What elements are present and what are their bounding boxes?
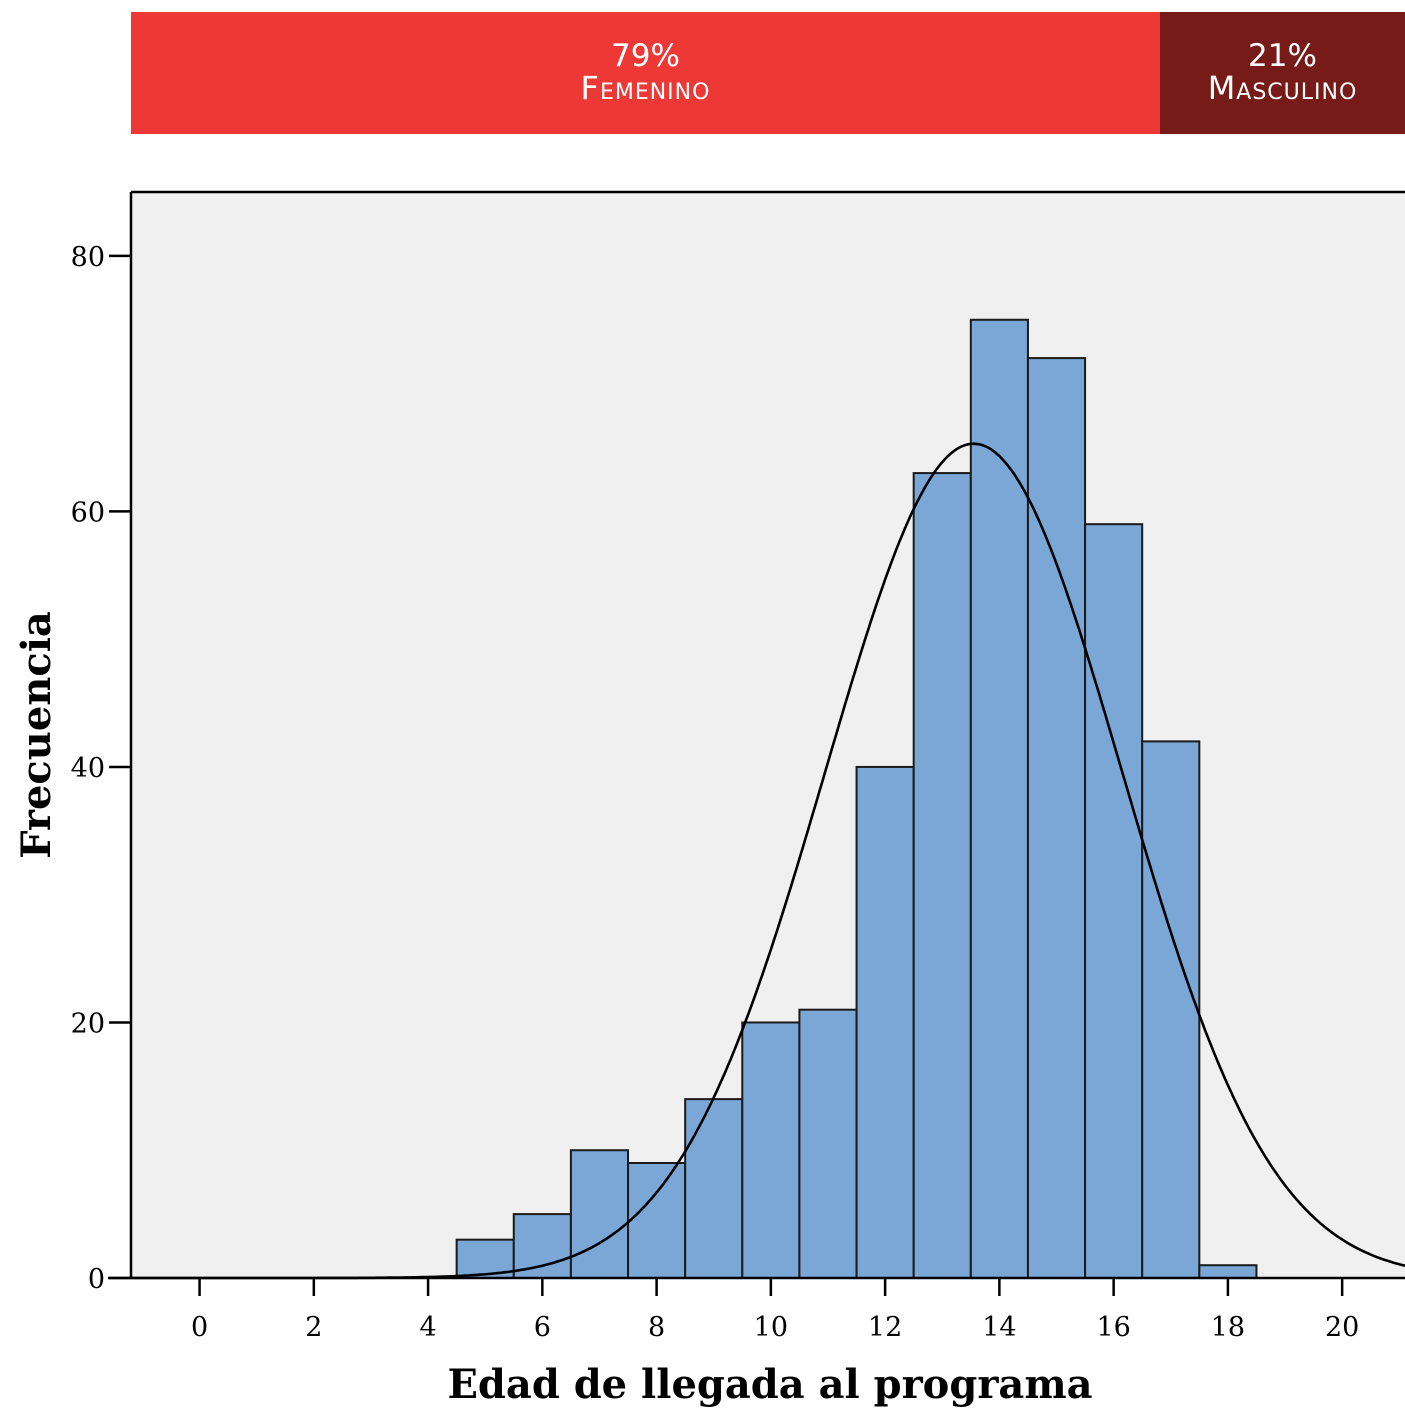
- x-tick-label: 18: [1211, 1312, 1245, 1343]
- histogram-bar: [1026, 357, 1087, 1279]
- x-axis-ticks: 0 2 4 6 8 10 12 14 16 18 20: [191, 1278, 1359, 1343]
- male-percent: 21%: [1248, 37, 1317, 74]
- histogram-bar: [627, 1162, 687, 1279]
- x-tick-label: 4: [419, 1312, 436, 1343]
- histogram-bar: [741, 1021, 801, 1279]
- gender-distribution-bar: 79% Femenino 21% Masculino: [131, 12, 1405, 134]
- x-tick-label: 8: [648, 1312, 665, 1343]
- y-tick-label: 0: [88, 1264, 105, 1295]
- y-tick-label: 80: [71, 242, 105, 273]
- y-axis-ticks: 0 20 40 60 80: [71, 242, 131, 1295]
- histogram-bar: [855, 765, 915, 1279]
- histogram-bar: [1084, 523, 1144, 1279]
- x-tick-label: 2: [305, 1312, 322, 1343]
- x-tick-label: 0: [191, 1312, 208, 1343]
- male-segment: 21% Masculino: [1160, 12, 1405, 134]
- x-axis-title: Edad de llegada al programa: [447, 1361, 1092, 1408]
- bars-group: [455, 318, 1258, 1280]
- x-tick-label: 20: [1325, 1312, 1359, 1343]
- histogram-bar: [912, 472, 972, 1280]
- x-tick-label: 12: [868, 1312, 902, 1343]
- female-segment: 79% Femenino: [131, 12, 1160, 134]
- x-tick-label: 10: [754, 1312, 788, 1343]
- y-tick-label: 40: [71, 753, 105, 784]
- y-tick-label: 20: [71, 1008, 105, 1039]
- histogram-bar: [1141, 740, 1201, 1279]
- x-tick-label: 14: [982, 1312, 1016, 1343]
- female-label: Femenino: [580, 69, 711, 108]
- histogram-bar: [1198, 1264, 1258, 1279]
- histogram-bar: [969, 318, 1029, 1279]
- x-tick-label: 16: [1096, 1312, 1130, 1343]
- female-percent: 79%: [611, 37, 680, 74]
- histogram-bar: [798, 1008, 858, 1279]
- y-axis-title: Frecuencia: [13, 611, 60, 859]
- male-label: Masculino: [1207, 69, 1358, 108]
- histogram-bar: [684, 1098, 744, 1279]
- histogram-bar: [569, 1149, 630, 1280]
- y-tick-label: 60: [71, 497, 105, 528]
- x-tick-label: 6: [534, 1312, 551, 1343]
